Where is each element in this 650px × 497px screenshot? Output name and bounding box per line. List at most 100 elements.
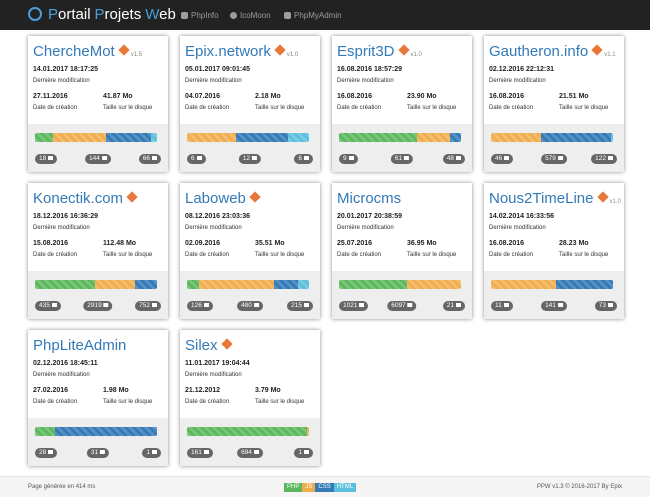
count-badge: 2919: [83, 301, 113, 311]
project-version: v1.0: [286, 52, 299, 58]
created-date: 16.08.2016: [337, 93, 373, 100]
stats-area: [484, 124, 624, 172]
size-label: Taille sur le disque: [255, 252, 305, 258]
count-badge: 9: [339, 154, 358, 164]
project-card: Esprit3D v1.0 16.08.2016 18:57:29 Dernière …: [332, 36, 472, 172]
project-name: Konectik.com: [33, 190, 124, 207]
language-segment: [339, 133, 418, 142]
language-segment: [35, 133, 54, 142]
globe-icon: [28, 7, 42, 21]
modified-date: 14.01.2017 18:17:25: [33, 66, 98, 73]
size-label: Taille sur le disque: [559, 105, 609, 111]
modified-label: Dernière modification: [185, 78, 242, 84]
created-label: Date de création: [33, 252, 78, 258]
modified-label: Dernière modification: [489, 78, 546, 84]
project-name: Laboweb: [185, 190, 246, 207]
count-badge: 215: [287, 301, 313, 311]
size-value: 2.18 Mo: [255, 93, 281, 100]
project-title[interactable]: ChercheMot v1.5: [33, 43, 142, 60]
count-images: 215: [291, 302, 302, 309]
count-badge: 61: [390, 154, 414, 164]
created-label: Date de création: [337, 252, 382, 258]
language-segment: [105, 133, 151, 142]
count-badge: 6: [187, 154, 206, 164]
language-segment: [94, 280, 136, 289]
project-card: Konectik.com 18.12.2016 16:36:29 Dernière …: [28, 183, 168, 319]
count-files: 6097: [391, 302, 406, 309]
modified-label: Dernière modification: [33, 372, 90, 378]
language-segment: [199, 280, 274, 289]
folders-icon: [48, 156, 54, 160]
nav-link[interactable]: IcoMoon: [230, 11, 271, 20]
count-files: 144: [89, 155, 100, 162]
count-folders: 28: [39, 449, 47, 456]
stats-area: [28, 271, 168, 319]
created-label: Date de création: [337, 105, 382, 111]
count-badge: 1021: [339, 301, 369, 311]
images-icon: [456, 156, 461, 160]
count-badge: 73: [594, 301, 617, 311]
project-title[interactable]: Laboweb: [185, 190, 261, 207]
count-files: 579: [545, 155, 556, 162]
project-name: PhpLiteAdmin: [33, 337, 127, 354]
project-title[interactable]: Epix.network v1.0: [185, 43, 298, 60]
files-icon: [557, 303, 563, 307]
language-segment: [135, 280, 157, 289]
modified-date: 11.01.2017 19:04:44: [185, 360, 250, 367]
language-segment: [610, 133, 613, 142]
brand[interactable]: Portail Projets Web: [48, 6, 180, 23]
images-icon: [304, 156, 309, 160]
files-icon: [101, 156, 107, 160]
count-folders: 6: [191, 155, 195, 162]
count-badge: 579: [541, 154, 567, 164]
count-files: 12: [242, 155, 251, 162]
images-icon: [152, 156, 157, 160]
modified-date: 02.12.2016 18:45:11: [33, 360, 98, 367]
project-name: Gautheron.info: [489, 43, 589, 60]
language-segment: [35, 427, 55, 436]
count-images: 21: [446, 302, 454, 309]
size-value: 36.95 Mo: [407, 240, 437, 247]
nav-link[interactable]: PhpMyAdmin: [284, 11, 342, 20]
modified-date: 08.12.2016 23:03:36: [185, 213, 250, 220]
project-card: Nous2TimeLine v1.0 14.02.2014 16:33:56 Dern…: [484, 183, 624, 319]
language-bar: [35, 280, 157, 289]
stats-area: [180, 418, 320, 466]
size-value: 21.51 Mo: [559, 93, 589, 100]
project-name: ChercheMot: [33, 43, 115, 60]
count-badge: 122: [591, 154, 617, 164]
language-segment: [54, 427, 157, 436]
folders-icon: [196, 156, 202, 160]
project-name: Nous2TimeLine: [489, 190, 594, 207]
navbar: Portail Projets Web PhpInfo IcoMoon PhpMyA…: [0, 0, 650, 30]
created-date: 02.09.2016: [185, 240, 221, 247]
language-segment: [541, 133, 611, 142]
count-badge: 694: [237, 448, 263, 458]
project-title[interactable]: Nous2TimeLine v1.0: [489, 190, 621, 207]
created-date: 21.12.2012: [185, 387, 221, 394]
modified-label: Dernière modification: [489, 225, 546, 231]
language-legend: PHP JS CSS HTML: [284, 477, 357, 492]
files-icon: [100, 450, 106, 454]
brand-word: Projets: [94, 6, 142, 23]
language-segment: [187, 133, 236, 142]
project-title[interactable]: PhpLiteAdmin: [33, 337, 126, 354]
project-title[interactable]: Konectik.com: [33, 190, 138, 207]
nav-text: PhpMyAdmin: [294, 11, 342, 20]
size-label: Taille sur le disque: [103, 252, 153, 258]
project-title[interactable]: Silex: [185, 337, 233, 354]
count-badge: 161: [187, 448, 213, 458]
stats-area: [28, 124, 168, 172]
project-title[interactable]: Microcms: [337, 190, 401, 207]
created-label: Date de création: [185, 105, 230, 111]
images-icon: [608, 156, 613, 160]
nav-link[interactable]: PhpInfo: [181, 11, 219, 20]
folders-icon: [504, 156, 510, 160]
language-tag: HTML: [333, 483, 357, 492]
count-badge: 6: [294, 154, 313, 164]
git-icon: [274, 44, 286, 56]
project-card: Silex 11.01.2017 19:04:44 Dernière modific…: [180, 330, 320, 466]
project-title[interactable]: Esprit3D v1.0: [337, 43, 422, 60]
project-title[interactable]: Gautheron.info v1.1: [489, 43, 616, 60]
count-badge: 66: [138, 154, 161, 164]
